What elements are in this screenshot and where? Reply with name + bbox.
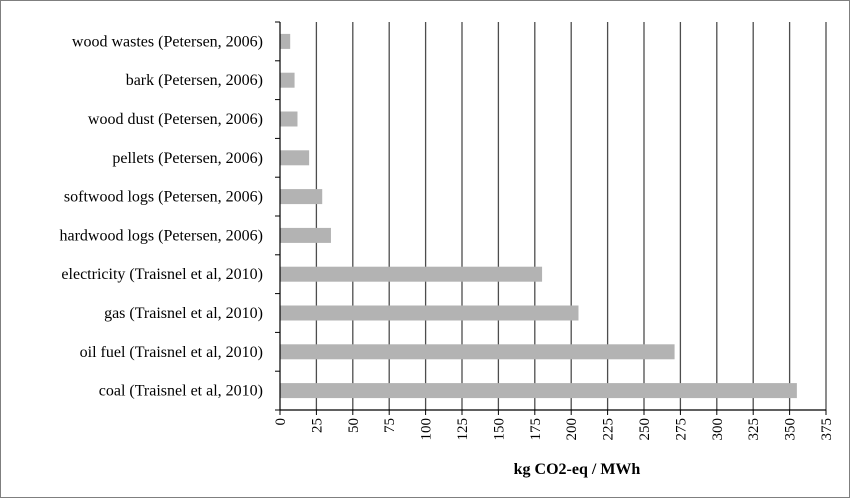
x-tick-label-325: 325 xyxy=(746,418,762,441)
x-tick-label-300: 300 xyxy=(710,418,726,441)
bar-7 xyxy=(280,305,579,321)
bar-8 xyxy=(280,344,675,360)
x-tick-label-275: 275 xyxy=(673,418,689,441)
category-label-5: hardwood logs (Petersen, 2006) xyxy=(59,227,263,244)
x-axis-title: kg CO2-eq / MWh xyxy=(514,461,641,478)
category-label-7: gas (Traisnel et al, 2010) xyxy=(104,305,263,322)
x-tick-label-375: 375 xyxy=(819,418,835,441)
x-tick-label-175: 175 xyxy=(528,418,544,441)
axes xyxy=(275,21,827,415)
bar-6 xyxy=(280,266,543,282)
x-tick-label-100: 100 xyxy=(419,418,435,441)
category-label-9: coal (Traisnel et al, 2010) xyxy=(99,383,263,400)
x-tick-label-225: 225 xyxy=(601,418,617,441)
x-tick-label-125: 125 xyxy=(455,418,471,441)
bar-9 xyxy=(280,383,797,399)
bar-2 xyxy=(280,111,298,127)
x-tick-label-50: 50 xyxy=(346,418,362,433)
category-label-8: oil fuel (Traisnel et al, 2010) xyxy=(80,344,263,361)
bar-3 xyxy=(280,150,310,166)
bars xyxy=(280,33,797,399)
x-tick-label-0: 0 xyxy=(273,418,289,426)
bar-4 xyxy=(280,189,323,205)
x-tick-label-25: 25 xyxy=(309,418,325,433)
x-tick-label-250: 250 xyxy=(637,418,653,441)
category-label-4: softwood logs (Petersen, 2006) xyxy=(64,189,263,206)
tick-labels: 0 25 50 75 100 125 150 175 200 225 250 275 300 325 350… xyxy=(273,418,835,441)
x-tick-label-350: 350 xyxy=(783,418,799,441)
category-label-1: bark (Petersen, 2006) xyxy=(126,72,263,89)
bar-5 xyxy=(280,227,331,243)
category-label-0: wood wastes (Petersen, 2006) xyxy=(72,33,263,50)
category-labels: wood wastes (Petersen, 2006) bark (Peters… xyxy=(59,33,263,399)
bar-1 xyxy=(280,72,295,88)
x-tick-label-75: 75 xyxy=(382,418,398,433)
x-tick-label-200: 200 xyxy=(564,418,580,441)
category-label-3: pellets (Petersen, 2006) xyxy=(112,150,263,167)
category-label-2: wood dust (Petersen, 2006) xyxy=(88,111,263,128)
category-label-6: electricity (Traisnel et al, 2010) xyxy=(61,266,263,283)
x-tick-label-150: 150 xyxy=(491,418,507,441)
bar-0 xyxy=(280,33,291,49)
